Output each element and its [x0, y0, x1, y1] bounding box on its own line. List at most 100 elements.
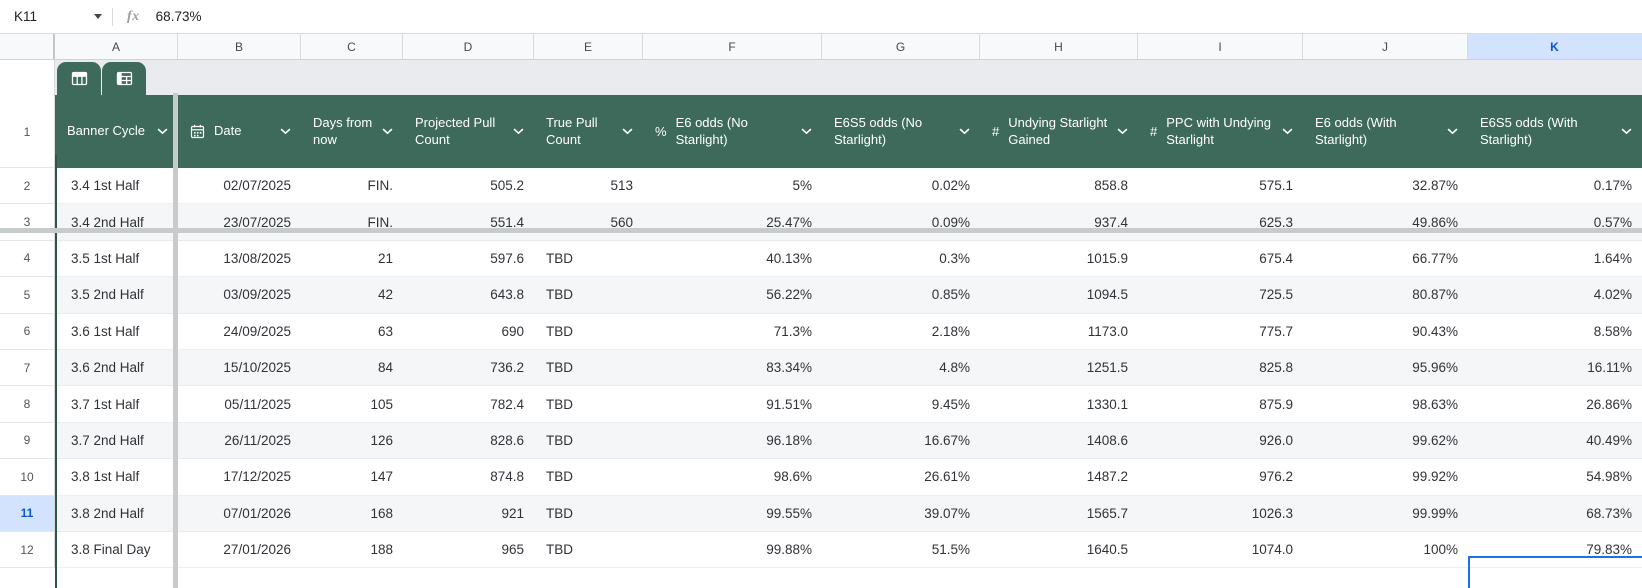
cell-B4[interactable]: 13/08/2025 — [223, 250, 291, 266]
column-letter-g[interactable]: G — [822, 34, 980, 59]
cell-J8[interactable]: 98.63% — [1412, 396, 1458, 412]
cell-B7[interactable]: 15/10/2025 — [223, 360, 291, 376]
cell-J12[interactable]: 100% — [1423, 542, 1458, 558]
cell-K8[interactable]: 26.86% — [1586, 396, 1632, 412]
row-number-12[interactable]: 12 — [0, 532, 55, 569]
row-number-7[interactable]: 7 — [0, 350, 55, 387]
cell-H8[interactable]: 1330.1 — [1086, 396, 1128, 412]
column-letter-j[interactable]: J — [1303, 34, 1468, 59]
cell-C7[interactable]: 84 — [377, 360, 393, 376]
column-letter-b[interactable]: B — [178, 34, 301, 59]
cell-A12[interactable]: 3.8 Final Day — [71, 542, 151, 558]
column-letter-f[interactable]: F — [643, 34, 822, 59]
column-header-a[interactable]: Banner Cycle — [55, 95, 178, 168]
cell-G8[interactable]: 9.45% — [931, 396, 970, 412]
cell-A7[interactable]: 3.6 2nd Half — [71, 360, 144, 376]
chevron-down-icon[interactable] — [1282, 128, 1293, 135]
chevron-down-icon[interactable] — [801, 128, 812, 135]
cell-B3[interactable]: 23/07/2025 — [223, 214, 291, 230]
cell-A4[interactable]: 3.5 1st Half — [71, 250, 140, 266]
cell-A8[interactable]: 3.7 1st Half — [71, 396, 140, 412]
cell-J7[interactable]: 95.96% — [1412, 360, 1458, 376]
table-view-tab-1[interactable] — [57, 62, 101, 95]
chevron-down-icon[interactable] — [959, 128, 970, 135]
cell-K5[interactable]: 4.02% — [1593, 287, 1632, 303]
cell-A6[interactable]: 3.6 1st Half — [71, 323, 140, 339]
row-number-5[interactable]: 5 — [0, 277, 55, 314]
column-header-g[interactable]: E6S5 odds (No Starlight) — [822, 95, 980, 168]
cell-D11[interactable]: 921 — [501, 505, 524, 521]
cell-I8[interactable]: 875.9 — [1259, 396, 1293, 412]
cell-I4[interactable]: 675.4 — [1259, 250, 1293, 266]
cell-H10[interactable]: 1487.2 — [1086, 469, 1128, 485]
chevron-down-icon[interactable] — [1447, 128, 1458, 135]
cell-A11[interactable]: 3.8 2nd Half — [71, 505, 144, 521]
column-header-d[interactable]: Projected Pull Count — [403, 95, 534, 168]
cell-H2[interactable]: 858.8 — [1094, 178, 1128, 194]
column-header-f[interactable]: % E6 odds (No Starlight) — [643, 95, 822, 168]
column-letter-c[interactable]: C — [301, 34, 403, 59]
cell-B8[interactable]: 05/11/2025 — [224, 396, 291, 412]
cell-G11[interactable]: 39.07% — [924, 505, 970, 521]
cell-A2[interactable]: 3.4 1st Half — [71, 178, 140, 194]
cell-E9[interactable]: TBD — [546, 432, 573, 448]
cell-H3[interactable]: 937.4 — [1094, 214, 1128, 230]
cell-F11[interactable]: 99.55% — [766, 505, 812, 521]
cell-J11[interactable]: 99.99% — [1412, 505, 1458, 521]
cell-I11[interactable]: 1026.3 — [1251, 505, 1293, 521]
cell-K11[interactable]: 68.73% — [1586, 505, 1632, 521]
cell-F4[interactable]: 40.13% — [766, 250, 812, 266]
cell-D10[interactable]: 874.8 — [490, 469, 524, 485]
column-header-j[interactable]: E6 odds (With Starlight) — [1303, 95, 1468, 168]
cell-I7[interactable]: 825.8 — [1259, 360, 1293, 376]
cell-I9[interactable]: 926.0 — [1259, 432, 1293, 448]
cell-B12[interactable]: 27/01/2026 — [223, 542, 291, 558]
name-box-caret-icon[interactable] — [94, 14, 102, 19]
cell-C11[interactable]: 168 — [370, 505, 393, 521]
cell-I10[interactable]: 976.2 — [1259, 469, 1293, 485]
column-letter-i[interactable]: I — [1138, 34, 1303, 59]
chevron-down-icon[interactable] — [280, 128, 291, 135]
cell-E10[interactable]: TBD — [546, 469, 573, 485]
cell-C5[interactable]: 42 — [377, 287, 393, 303]
row-number-9[interactable]: 9 — [0, 422, 55, 460]
cell-G10[interactable]: 26.61% — [924, 469, 970, 485]
row-number-4[interactable]: 4 — [0, 240, 55, 278]
cell-K6[interactable]: 8.58% — [1593, 323, 1632, 339]
row-number-6[interactable]: 6 — [0, 313, 55, 350]
cell-H9[interactable]: 1408.6 — [1086, 432, 1128, 448]
cell-F12[interactable]: 99.88% — [766, 542, 812, 558]
cell-D4[interactable]: 597.6 — [490, 250, 524, 266]
cell-C3[interactable]: FIN. — [367, 214, 394, 230]
select-all-corner[interactable] — [0, 34, 55, 59]
cell-C2[interactable]: FIN. — [367, 178, 394, 194]
cell-F10[interactable]: 98.6% — [773, 469, 812, 485]
cell-C4[interactable]: 21 — [377, 250, 393, 266]
cell-C12[interactable]: 188 — [370, 542, 393, 558]
column-letter-d[interactable]: D — [403, 34, 534, 59]
cell-J6[interactable]: 90.43% — [1412, 323, 1458, 339]
cell-E12[interactable]: TBD — [546, 542, 573, 558]
cell-E5[interactable]: TBD — [546, 287, 573, 303]
cell-I2[interactable]: 575.1 — [1259, 178, 1293, 194]
cell-H4[interactable]: 1015.9 — [1086, 250, 1128, 266]
cell-G6[interactable]: 2.18% — [931, 323, 970, 339]
cell-B9[interactable]: 26/11/2025 — [224, 432, 291, 448]
cell-K12[interactable]: 79.83% — [1586, 542, 1632, 558]
cell-C9[interactable]: 126 — [370, 432, 393, 448]
row-number-3[interactable]: 3 — [0, 204, 55, 241]
column-header-k[interactable]: E6S5 odds (With Starlight) — [1468, 95, 1642, 168]
cell-J5[interactable]: 80.87% — [1412, 287, 1458, 303]
column-header-e[interactable]: True Pull Count — [534, 95, 643, 168]
cell-A5[interactable]: 3.5 2nd Half — [71, 287, 144, 303]
cell-D2[interactable]: 505.2 — [490, 178, 524, 194]
cell-A10[interactable]: 3.8 1st Half — [71, 469, 140, 485]
cell-A3[interactable]: 3.4 2nd Half — [71, 214, 144, 230]
chevron-down-icon[interactable] — [382, 128, 393, 135]
cell-I6[interactable]: 775.7 — [1259, 323, 1293, 339]
cell-F8[interactable]: 91.51% — [766, 396, 812, 412]
cell-K3[interactable]: 0.57% — [1593, 214, 1632, 230]
column-letter-h[interactable]: H — [980, 34, 1138, 59]
cell-E8[interactable]: TBD — [546, 396, 573, 412]
chevron-down-icon[interactable] — [1621, 128, 1632, 135]
